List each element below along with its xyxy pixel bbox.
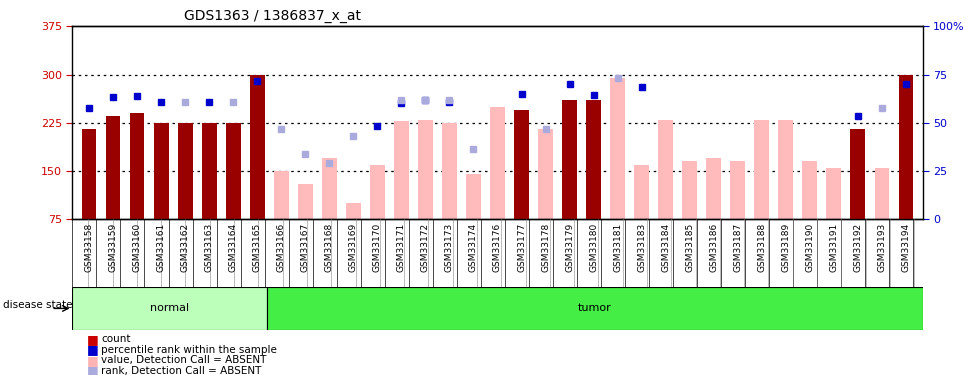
- Text: ■: ■: [87, 354, 99, 367]
- Bar: [323, 158, 336, 219]
- Bar: [155, 123, 168, 219]
- Text: GSM33194: GSM33194: [901, 223, 910, 272]
- Bar: [898, 75, 913, 219]
- Text: GSM33177: GSM33177: [517, 223, 526, 272]
- Text: GSM33190: GSM33190: [806, 223, 814, 272]
- Bar: [72, 287, 267, 330]
- Text: percentile rank within the sample: percentile rank within the sample: [101, 345, 277, 355]
- Bar: [754, 120, 769, 219]
- Text: GSM33164: GSM33164: [229, 223, 238, 272]
- Text: GSM33170: GSM33170: [373, 223, 382, 272]
- Bar: [611, 78, 625, 219]
- Text: GSM33162: GSM33162: [181, 223, 189, 272]
- Text: GSM33158: GSM33158: [85, 223, 94, 272]
- Text: GSM33159: GSM33159: [109, 223, 118, 272]
- Bar: [226, 123, 241, 219]
- Bar: [562, 100, 577, 219]
- Bar: [491, 107, 504, 219]
- Text: GSM33192: GSM33192: [853, 223, 863, 272]
- Bar: [730, 161, 745, 219]
- Text: ■: ■: [87, 364, 99, 375]
- Text: GSM33185: GSM33185: [685, 223, 695, 272]
- Text: GDS1363 / 1386837_x_at: GDS1363 / 1386837_x_at: [184, 9, 360, 23]
- Bar: [394, 121, 409, 219]
- Text: GSM33189: GSM33189: [781, 223, 790, 272]
- Bar: [298, 184, 313, 219]
- Text: GSM33176: GSM33176: [493, 223, 502, 272]
- Text: GSM33160: GSM33160: [132, 223, 142, 272]
- Bar: [659, 120, 672, 219]
- Text: disease state: disease state: [3, 300, 72, 310]
- Text: GSM33173: GSM33173: [445, 223, 454, 272]
- Text: GSM33183: GSM33183: [637, 223, 646, 272]
- Text: GSM33168: GSM33168: [325, 223, 334, 272]
- Text: GSM33186: GSM33186: [709, 223, 718, 272]
- Text: GSM33172: GSM33172: [421, 223, 430, 272]
- Bar: [706, 158, 721, 219]
- Text: GSM33166: GSM33166: [277, 223, 286, 272]
- Bar: [635, 165, 649, 219]
- Bar: [538, 129, 553, 219]
- Text: GSM33187: GSM33187: [733, 223, 742, 272]
- Bar: [346, 203, 360, 219]
- Bar: [442, 123, 457, 219]
- Text: GSM33188: GSM33188: [757, 223, 766, 272]
- Bar: [178, 123, 192, 219]
- Text: GSM33169: GSM33169: [349, 223, 358, 272]
- Text: GSM33167: GSM33167: [300, 223, 310, 272]
- Bar: [586, 100, 601, 219]
- Text: GSM33171: GSM33171: [397, 223, 406, 272]
- Text: GSM33174: GSM33174: [469, 223, 478, 272]
- Bar: [202, 123, 216, 219]
- Bar: [226, 123, 241, 219]
- Bar: [418, 120, 433, 219]
- Bar: [827, 168, 840, 219]
- Text: GSM33178: GSM33178: [541, 223, 550, 272]
- Bar: [874, 168, 889, 219]
- Bar: [82, 129, 97, 219]
- Text: GSM33165: GSM33165: [253, 223, 262, 272]
- Text: count: count: [101, 334, 131, 344]
- Text: GSM33181: GSM33181: [613, 223, 622, 272]
- Bar: [130, 113, 145, 219]
- Bar: [850, 129, 865, 219]
- Bar: [178, 123, 192, 219]
- Text: GSM33184: GSM33184: [661, 223, 670, 272]
- Bar: [779, 120, 793, 219]
- Text: normal: normal: [150, 303, 189, 313]
- Text: GSM33163: GSM33163: [205, 223, 213, 272]
- Bar: [803, 161, 817, 219]
- Bar: [274, 171, 289, 219]
- Text: GSM33180: GSM33180: [589, 223, 598, 272]
- Text: GSM33191: GSM33191: [829, 223, 838, 272]
- Text: tumor: tumor: [578, 303, 611, 313]
- Text: ■: ■: [87, 344, 99, 356]
- Bar: [370, 165, 384, 219]
- Bar: [106, 116, 121, 219]
- Text: rank, Detection Call = ABSENT: rank, Detection Call = ABSENT: [101, 366, 262, 375]
- Bar: [514, 110, 528, 219]
- Text: GSM33193: GSM33193: [877, 223, 886, 272]
- Text: GSM33179: GSM33179: [565, 223, 574, 272]
- Bar: [467, 174, 481, 219]
- Text: GSM33161: GSM33161: [156, 223, 166, 272]
- Bar: [267, 287, 923, 330]
- Bar: [682, 161, 696, 219]
- Text: value, Detection Call = ABSENT: value, Detection Call = ABSENT: [101, 356, 267, 365]
- Text: ■: ■: [87, 333, 99, 346]
- Bar: [250, 75, 265, 219]
